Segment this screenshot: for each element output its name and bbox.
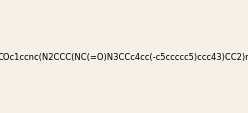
Text: COc1ccnc(N2CCC(NC(=O)N3CCc4cc(-c5ccccc5)ccc43)CC2)n1: COc1ccnc(N2CCC(NC(=O)N3CCc4cc(-c5ccccc5)… bbox=[0, 53, 248, 61]
